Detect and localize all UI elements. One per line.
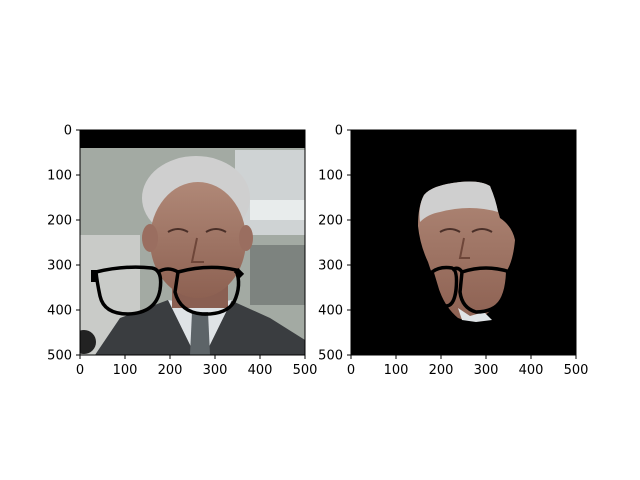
microphone	[80, 330, 96, 354]
left-y-tick-label-500: 500	[47, 349, 72, 364]
left-x-tick-label-500: 500	[293, 363, 318, 378]
left-image	[80, 130, 305, 355]
right-y-tick-label-500: 500	[318, 349, 343, 364]
right-x-tick-label-200: 200	[429, 363, 454, 378]
right-x-tick-label-100: 100	[384, 363, 409, 378]
right-x-tick-label-500: 500	[564, 363, 589, 378]
segmented-collar	[458, 308, 492, 322]
left-x-tick-label-0: 0	[76, 363, 84, 378]
top-black-band	[80, 130, 305, 148]
right-y-tick-label-100: 100	[318, 169, 343, 184]
right-ear	[239, 225, 253, 251]
left-axes-frame	[79, 129, 306, 356]
left-axes: 0 100 200 300 400 500 0 100 200 300 400 500	[47, 124, 317, 379]
segmented-hair	[419, 181, 498, 222]
background-person	[250, 245, 305, 305]
window-light	[250, 200, 305, 220]
left-eye	[167, 228, 189, 233]
left-y-tick-label-300: 300	[47, 259, 72, 274]
left-ear	[142, 224, 158, 252]
seg-right-eye	[471, 228, 493, 233]
right-y-tick-label-300: 300	[318, 259, 343, 274]
left-y-tick-label-400: 400	[47, 304, 72, 319]
left-x-tick-label-200: 200	[158, 363, 183, 378]
left-y-tick-label-100: 100	[47, 169, 72, 184]
right-y-tick-label-400: 400	[318, 304, 343, 319]
left-y-tick-label-200: 200	[47, 214, 72, 229]
glasses-bridge	[157, 267, 179, 274]
glasses-right-temple	[233, 267, 245, 279]
seg-glasses-right-lens	[458, 266, 512, 314]
seg-glasses-left-lens	[429, 265, 459, 308]
left-x-tick-label-300: 300	[203, 363, 228, 378]
seg-left-eye	[439, 228, 461, 233]
right-image	[351, 130, 576, 355]
seg-glasses-bridge	[451, 266, 464, 274]
seg-nose	[458, 237, 470, 259]
left-x-tick-label-100: 100	[113, 363, 138, 378]
seg-glasses-overlay	[429, 265, 512, 314]
left-ticks: 0 100 200 300 400 500 0 100 200 300 400 500	[47, 124, 317, 379]
glasses-right-lens	[173, 265, 241, 316]
tie	[190, 312, 210, 355]
right-axes-frame	[350, 129, 577, 356]
left-x-tick-label-400: 400	[248, 363, 273, 378]
glasses-overlay	[91, 265, 245, 316]
right-x-tick-label-0: 0	[347, 363, 355, 378]
right-x-tick-label-300: 300	[474, 363, 499, 378]
segmented-face	[418, 181, 515, 320]
glasses-left-lens	[94, 265, 163, 316]
right-y-tick-label-200: 200	[318, 214, 343, 229]
right-eye	[205, 228, 227, 233]
left-y-tick-label-0: 0	[64, 124, 72, 139]
nose	[190, 237, 204, 263]
right-ticks: 0 100 200 300 400 500 0 100 200 300 400 500	[318, 124, 588, 379]
right-axes: 0 100 200 300 400 500 0 100 200 300 400 500	[318, 124, 588, 379]
right-y-tick-label-0: 0	[335, 124, 343, 139]
right-x-tick-label-400: 400	[519, 363, 544, 378]
face	[150, 182, 246, 298]
